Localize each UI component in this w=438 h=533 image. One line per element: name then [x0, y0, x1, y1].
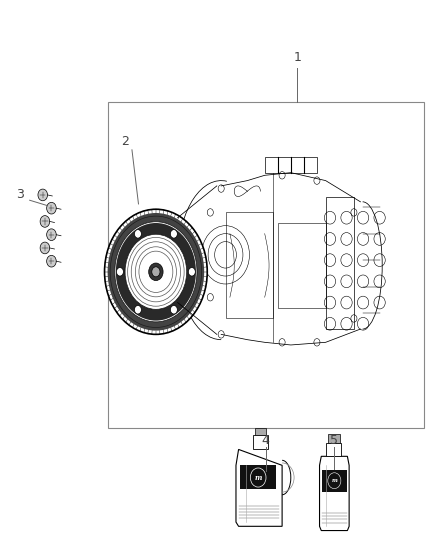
- Bar: [325, 197, 354, 329]
- Bar: [254, 428, 265, 434]
- Bar: [253, 434, 268, 449]
- Circle shape: [40, 242, 49, 254]
- Polygon shape: [236, 449, 282, 526]
- Text: m: m: [254, 473, 262, 481]
- Text: m: m: [332, 478, 337, 483]
- Circle shape: [105, 209, 207, 334]
- Circle shape: [47, 229, 56, 240]
- Circle shape: [47, 255, 56, 267]
- Circle shape: [152, 267, 160, 277]
- Text: 4: 4: [261, 434, 269, 447]
- Circle shape: [40, 216, 49, 227]
- Wedge shape: [108, 213, 204, 330]
- Polygon shape: [320, 456, 349, 530]
- Bar: [278, 223, 325, 308]
- Bar: [108, 102, 424, 428]
- Circle shape: [125, 235, 187, 309]
- Circle shape: [38, 189, 47, 201]
- Circle shape: [117, 268, 124, 276]
- Circle shape: [134, 305, 141, 314]
- Text: 1: 1: [293, 51, 301, 63]
- Text: 3: 3: [16, 189, 24, 201]
- Circle shape: [149, 263, 163, 280]
- Bar: [326, 443, 341, 456]
- Circle shape: [170, 230, 177, 238]
- Bar: [265, 157, 317, 173]
- Circle shape: [134, 230, 141, 238]
- Text: 2: 2: [121, 135, 129, 148]
- Bar: [322, 470, 347, 492]
- Circle shape: [47, 203, 56, 214]
- Wedge shape: [116, 223, 196, 321]
- Circle shape: [188, 268, 195, 276]
- Bar: [328, 433, 339, 443]
- Circle shape: [170, 305, 177, 314]
- Bar: [226, 213, 273, 318]
- Circle shape: [115, 222, 197, 322]
- Text: 5: 5: [330, 434, 338, 447]
- Bar: [240, 465, 276, 489]
